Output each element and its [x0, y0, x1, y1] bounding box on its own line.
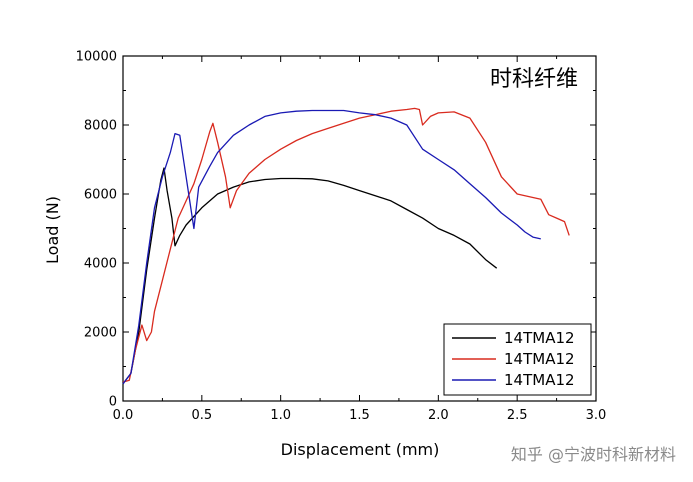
- x-tick-label: 1.0: [270, 408, 291, 423]
- legend-label: 14TMA12: [504, 350, 575, 368]
- series-line-2: [122, 107, 570, 383]
- y-tick-label: 0: [109, 395, 117, 410]
- legend: 14TMA12 14TMA12 14TMA12: [443, 323, 592, 396]
- y-tick-label: 4000: [84, 257, 117, 272]
- x-tick-label: 2.0: [428, 408, 449, 423]
- watermark-text: 知乎 @宁波时科新材料: [511, 445, 676, 464]
- x-tick-label: 0.5: [191, 408, 212, 423]
- y-tick-label: 8000: [84, 119, 117, 134]
- legend-label: 14TMA12: [504, 371, 575, 389]
- y-tick-label: 2000: [84, 326, 117, 341]
- y-tick-label: 10000: [76, 50, 117, 65]
- y-tick-label: 6000: [84, 188, 117, 203]
- series-layer: [122, 107, 570, 385]
- x-axis-label: Displacement (mm): [281, 440, 440, 459]
- x-axis: 0.0 0.5 1.0 1.5 2.0 2.5 3.0: [113, 56, 607, 423]
- series-line-1: [122, 167, 498, 385]
- y-axis-label: Load (N): [43, 196, 62, 264]
- x-tick-label: 1.5: [349, 408, 370, 423]
- y-axis: 0 2000 4000 6000 8000 10000: [76, 50, 596, 410]
- chart-annotation: 时科纤维: [490, 67, 578, 92]
- legend-label: 14TMA12: [504, 329, 575, 347]
- series-line-3: [122, 109, 541, 385]
- x-tick-label: 3.0: [586, 408, 607, 423]
- x-tick-label: 2.5: [507, 408, 528, 423]
- x-tick-label: 0.0: [113, 408, 134, 423]
